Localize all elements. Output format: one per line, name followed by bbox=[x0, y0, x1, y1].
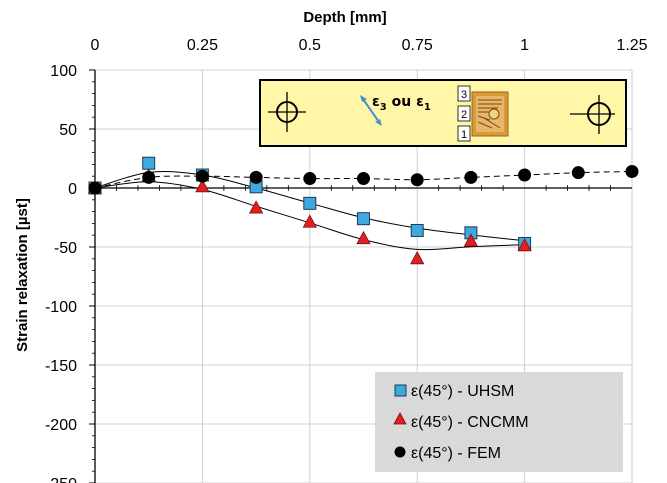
fem-marker bbox=[142, 170, 156, 184]
tick-labels: 0 0.25 0.5 0.75 1 1.25 100 50 0 -50 -100 -150 -200 -2… bbox=[45, 37, 648, 483]
inset-label-sub1: 3 bbox=[380, 102, 387, 113]
x-tick-label: 0.25 bbox=[187, 37, 218, 54]
legend-marker-fem bbox=[394, 446, 406, 458]
inset-label-main: ε bbox=[372, 94, 380, 110]
y-tick-label: -200 bbox=[45, 417, 77, 434]
strain-gauge-rosette-icon bbox=[471, 91, 509, 137]
legend-label-cncmm: ε(45°) - CNCMM bbox=[411, 414, 529, 431]
inset-label-sub2: 1 bbox=[424, 102, 431, 113]
uhsm-marker bbox=[142, 156, 156, 170]
fem-marker bbox=[357, 172, 370, 186]
legend-marker-cncmm bbox=[393, 412, 407, 425]
cncmm-marker bbox=[195, 178, 210, 193]
left-hole-icon bbox=[268, 92, 306, 132]
gauge-number-box-3 bbox=[457, 85, 471, 102]
legend-box bbox=[375, 372, 623, 472]
x-tick-label: 1 bbox=[520, 37, 529, 54]
x-tick-label: 1.25 bbox=[616, 37, 647, 54]
y-tick-label: 50 bbox=[59, 122, 77, 139]
y-tick-label: -150 bbox=[45, 358, 77, 375]
x-tick-label: 0 bbox=[91, 37, 100, 54]
cncmm-marker bbox=[517, 237, 532, 252]
cncmm-marker bbox=[356, 230, 371, 245]
fem-marker bbox=[410, 173, 424, 187]
fem-marker bbox=[625, 164, 639, 178]
fem-marker bbox=[195, 169, 209, 183]
gauge-number-3: 3 bbox=[461, 89, 467, 101]
fem-marker bbox=[518, 168, 532, 182]
uhsm-marker bbox=[357, 212, 370, 226]
y-tick-label: 0 bbox=[68, 181, 77, 198]
inset-background bbox=[259, 79, 627, 147]
x-axis-title: Depth [mm] bbox=[303, 9, 386, 26]
y-tick-label: -50 bbox=[54, 240, 77, 257]
cncmm-marker bbox=[463, 233, 479, 247]
cncmm-marker bbox=[410, 250, 425, 265]
x-tick-label: 0.5 bbox=[299, 37, 321, 54]
gauge-number-boxes: 3 2 1 bbox=[457, 85, 471, 142]
fem-marker bbox=[464, 170, 478, 184]
inset-label: ε3 ou ε1 bbox=[372, 94, 431, 113]
inset-label-mid: ou ε bbox=[387, 94, 424, 110]
gauge-number-2: 2 bbox=[461, 109, 467, 121]
legend-marker-uhsm bbox=[394, 384, 407, 397]
x-tick-label: 0.75 bbox=[402, 37, 433, 54]
series-markers bbox=[87, 156, 639, 265]
cncmm-marker bbox=[248, 200, 264, 214]
legend-label-fem: ε(45°) - FEM bbox=[411, 445, 501, 462]
gauge-number-1: 1 bbox=[461, 129, 467, 141]
gauge-number-box-1 bbox=[457, 125, 471, 142]
strain-direction-arrow-icon bbox=[360, 95, 382, 126]
cncmm-marker bbox=[302, 214, 317, 228]
y-tick-label: -100 bbox=[45, 299, 77, 316]
fem-marker bbox=[249, 170, 263, 184]
uhsm-marker bbox=[303, 196, 317, 210]
fem-marker bbox=[303, 172, 317, 186]
axes bbox=[89, 69, 632, 483]
legend-label-uhsm: ε(45°) - UHSM bbox=[411, 383, 514, 400]
gauge-number-box-2 bbox=[457, 105, 471, 122]
y-axis-title: Strain relaxation [µst] bbox=[14, 198, 31, 352]
y-tick-label: 100 bbox=[50, 63, 77, 80]
right-hole-icon bbox=[570, 95, 615, 134]
gauge-inset: ε3 ou ε1 3 2 1 bbox=[259, 79, 627, 147]
y-tick-label: -250 bbox=[45, 476, 77, 483]
legend: ε(45°) - UHSM ε(45°) - CNCMM ε(45°) - FE… bbox=[375, 372, 623, 472]
fem-marker bbox=[88, 181, 102, 195]
series-line-2 bbox=[94, 170, 633, 189]
uhsm-marker bbox=[410, 223, 424, 237]
fem-marker bbox=[571, 166, 585, 180]
